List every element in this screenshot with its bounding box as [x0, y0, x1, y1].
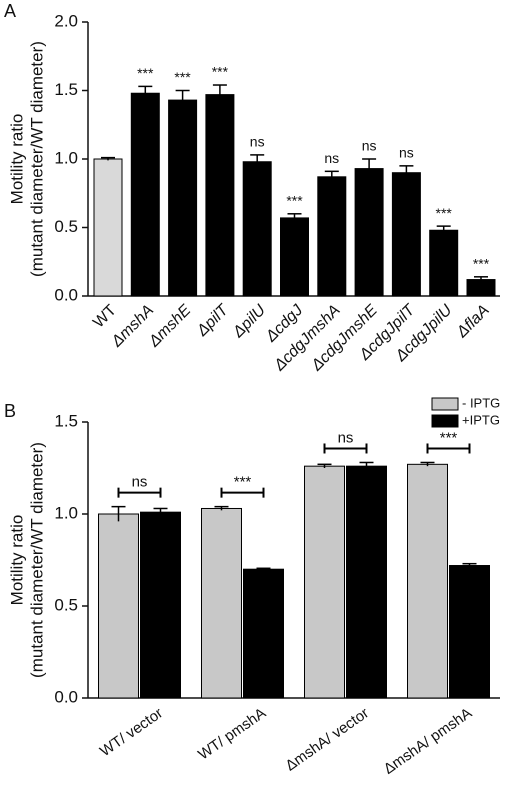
legend-label: +IPTG [462, 412, 500, 427]
bar [93, 158, 123, 297]
error-bar [287, 213, 302, 223]
y-axis-label: (mutant diameter/WT diameter) [27, 41, 46, 277]
error-bar [101, 156, 115, 161]
legend-label: - IPTG [462, 395, 500, 410]
significance-label: *** [137, 65, 154, 81]
error-bar [214, 505, 229, 511]
bar [354, 168, 384, 297]
y-tick-label: 0.5 [54, 217, 78, 236]
y-tick-label: 1.0 [54, 503, 78, 522]
error-bar [256, 567, 271, 571]
x-tick-label: ΔmshA/ pmshA [381, 705, 475, 778]
error-bar [317, 463, 332, 468]
x-tick-label: ΔmshA/ vector [282, 705, 372, 775]
bar [317, 176, 347, 297]
bar [449, 565, 490, 699]
error-bar [212, 84, 227, 105]
y-tick-label: 1.5 [54, 80, 78, 99]
bar [242, 161, 272, 297]
y-tick-label: 0.5 [54, 595, 78, 614]
significance-label: *** [440, 429, 458, 446]
bar [140, 511, 181, 699]
error-bar [399, 165, 414, 180]
significance-label: ns [362, 138, 377, 154]
bar [168, 99, 198, 297]
x-tick-label: ΔpilU [229, 301, 269, 341]
y-tick-label: 2.0 [54, 11, 78, 30]
significance-label: *** [286, 193, 303, 209]
panel-label: B [4, 401, 16, 421]
x-tick-label: ΔflaA [453, 302, 493, 342]
error-bar [175, 89, 190, 110]
x-tick-label: WT/ pmshA [195, 705, 269, 764]
bar [304, 465, 345, 699]
panel-label: A [4, 1, 16, 21]
significance-label: ns [399, 145, 414, 161]
error-bar [138, 85, 153, 101]
significance-label: ns [132, 474, 148, 491]
bar [201, 507, 242, 699]
significance-label: ns [338, 429, 354, 446]
significance-label: *** [212, 64, 229, 80]
bar [280, 217, 309, 297]
bar [243, 568, 284, 699]
y-tick-label: 0.0 [54, 687, 78, 706]
bar [391, 172, 421, 297]
error-bar [359, 461, 374, 470]
y-axis-label: (mutant diameter/WT diameter) [27, 442, 46, 678]
y-axis-label: Motility ratio [7, 515, 26, 606]
y-tick-label: 0.0 [54, 285, 78, 304]
bar [346, 465, 387, 699]
bar [407, 463, 448, 699]
error-bar [474, 276, 488, 283]
error-bar [250, 154, 265, 169]
y-axis-label: Motility ratio [7, 114, 26, 205]
significance-label: ns [324, 150, 339, 166]
bar [429, 229, 459, 297]
x-tick-label: WT [90, 302, 120, 332]
bar [130, 92, 160, 297]
error-bar [420, 461, 435, 467]
error-bar [111, 505, 126, 522]
x-tick-label: WT/ vector [97, 705, 166, 761]
y-tick-label: 1.5 [54, 411, 78, 430]
error-bar [362, 158, 377, 179]
error-bar [462, 562, 477, 568]
error-bar [436, 225, 451, 235]
x-tick-label: ΔmshE [145, 302, 194, 351]
significance-label: *** [473, 256, 490, 272]
significance-label: *** [234, 474, 252, 491]
significance-label: *** [174, 69, 191, 85]
y-tick-label: 1.0 [54, 148, 78, 167]
legend-swatch [431, 414, 459, 428]
x-tick-label: ΔpilT [193, 301, 232, 340]
legend-swatch [431, 397, 459, 411]
error-bar [324, 170, 339, 183]
significance-label: *** [436, 205, 453, 221]
bar [98, 513, 139, 699]
bar [205, 94, 235, 297]
error-bar [153, 507, 168, 516]
x-tick-label: ΔmshA [108, 302, 157, 351]
significance-label: ns [250, 134, 265, 150]
